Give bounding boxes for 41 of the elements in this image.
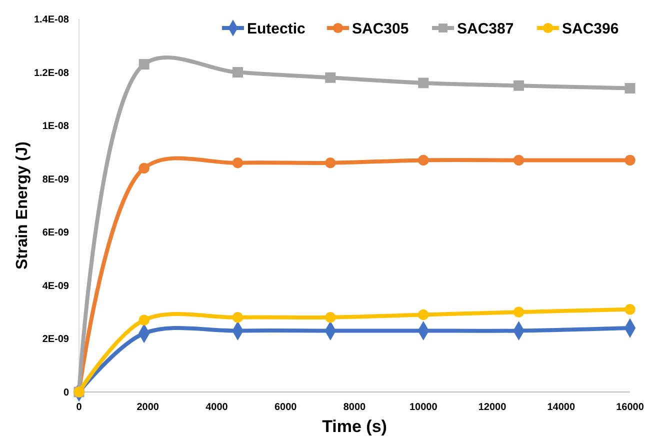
point <box>624 83 636 94</box>
y-axis-title: Strain Energy (J) <box>14 141 31 270</box>
point <box>325 312 336 323</box>
point <box>232 158 244 168</box>
point <box>418 78 429 88</box>
x-tick-label: 8000 <box>343 402 366 413</box>
y-tick-label: 6E-09 <box>42 228 70 239</box>
point <box>513 154 524 166</box>
point <box>138 162 150 174</box>
point <box>624 154 636 166</box>
point <box>418 309 429 320</box>
y-tick-label: 4E-09 <box>42 280 70 292</box>
x-tick-label: 12000 <box>478 402 507 413</box>
x-tick-label: 10000 <box>409 402 438 413</box>
y-tick-label: 8E-09 <box>42 174 70 186</box>
point <box>232 67 243 78</box>
x-tick-label: 0 <box>76 402 82 413</box>
x-tick-label: 2000 <box>136 402 160 413</box>
point <box>232 312 244 323</box>
x-tick-label: 6000 <box>274 402 298 413</box>
legend-label: SAC387 <box>457 20 514 38</box>
y-tick-label: 1.2E-08 <box>34 68 70 79</box>
y-tick-label: 0 <box>63 388 70 398</box>
y-tick-label: 1.4E-08 <box>34 14 70 26</box>
x-axis-title: Time (s) <box>322 417 387 436</box>
legend-label: SAC305 <box>352 20 409 38</box>
point <box>624 304 636 315</box>
point <box>138 59 150 70</box>
point <box>513 306 524 318</box>
y-tick-label: 1E-08 <box>42 121 70 132</box>
point <box>418 154 429 166</box>
point <box>325 158 336 168</box>
legend-label: Eutectic <box>247 20 306 38</box>
x-tick-label: 4000 <box>206 402 228 413</box>
point <box>514 80 524 91</box>
point <box>325 72 336 83</box>
x-tick-label: 16000 <box>616 402 644 413</box>
point <box>138 314 150 326</box>
legend-label: SAC396 <box>562 20 619 38</box>
y-tick-label: 2E-09 <box>42 334 70 346</box>
x-tick-label: 14000 <box>547 402 576 413</box>
